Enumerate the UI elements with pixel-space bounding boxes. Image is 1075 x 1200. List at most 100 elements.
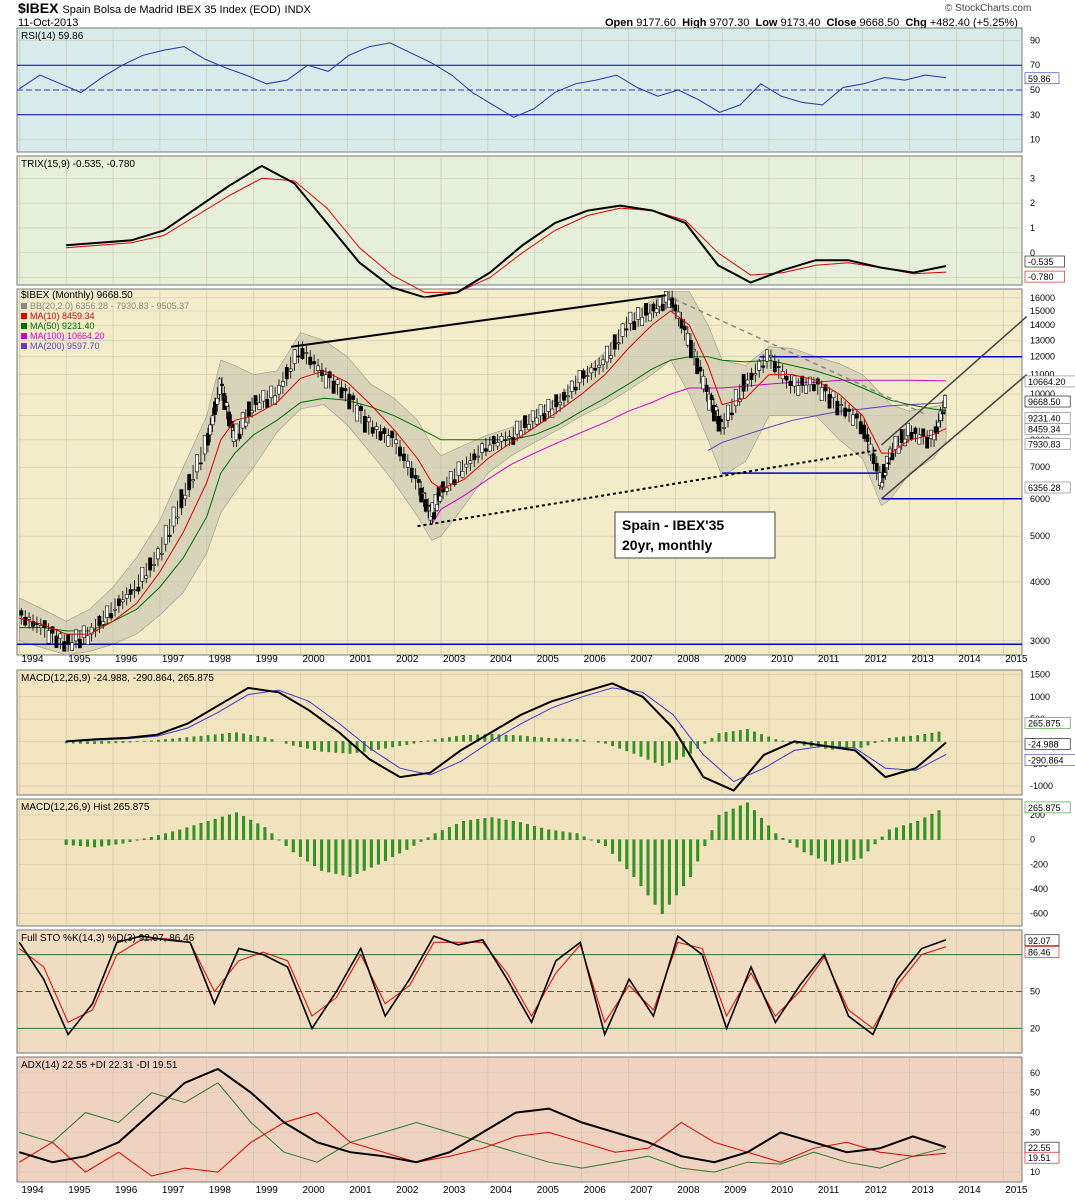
macd-histogram-bar xyxy=(114,839,118,845)
macd-histogram-bar xyxy=(866,839,870,852)
candle-body xyxy=(468,460,473,464)
candle-body xyxy=(261,390,266,402)
candle-body xyxy=(707,393,712,411)
macd-underlay-bar xyxy=(682,741,685,757)
legend-entry: MA(10) 8459.34 xyxy=(30,311,95,321)
macd-underlay-bar xyxy=(511,735,515,742)
y-tick-label: 70 xyxy=(1030,60,1040,70)
x-tick-label: 2012 xyxy=(865,1185,888,1196)
candle-body xyxy=(351,395,356,400)
legend-swatch xyxy=(21,333,27,339)
candle-body xyxy=(757,360,762,371)
macd-underlay-bar xyxy=(774,739,778,742)
candle-body xyxy=(698,366,703,372)
macd-histogram-bar xyxy=(745,802,749,840)
y-tick-label: 0 xyxy=(1030,248,1035,258)
candle-body xyxy=(831,390,836,399)
candle-body xyxy=(198,462,203,465)
candle-body xyxy=(253,395,258,405)
candle-body xyxy=(657,297,662,307)
candle-body xyxy=(880,482,885,488)
candle-body xyxy=(70,642,74,651)
macd-underlay-bar xyxy=(873,741,877,743)
y-tick-label: 30 xyxy=(1030,110,1040,120)
candle-body xyxy=(519,430,523,438)
y-tick-label: 1500 xyxy=(1030,669,1050,679)
trix-signal-line xyxy=(66,177,947,293)
candle-body xyxy=(546,399,551,412)
macd-underlay-bar xyxy=(220,733,224,742)
candle-body xyxy=(331,380,336,394)
candle-body xyxy=(909,431,914,440)
macd-underlay-bar xyxy=(582,740,586,742)
y-tick-label: -400 xyxy=(1030,884,1048,894)
y-tick-label: 4000 xyxy=(1030,577,1050,587)
candle-body xyxy=(704,384,709,392)
macd-histogram-bar xyxy=(753,810,756,840)
x-tick-label: 2015 xyxy=(1005,654,1028,665)
candle-body xyxy=(692,348,696,352)
macd-histogram-bar xyxy=(923,817,927,840)
open-label: Open xyxy=(605,17,634,29)
candle-body xyxy=(312,361,317,365)
candle-body xyxy=(890,452,895,461)
macd-underlay-bar xyxy=(391,741,394,748)
candle-body xyxy=(804,384,808,394)
y-tick-label: 10000 xyxy=(1030,389,1055,399)
panel-title: ADX(14) 22.55 +DI 22.31 -DI 19.51 xyxy=(21,1060,178,1071)
macd-histogram-bar xyxy=(355,839,359,874)
candle-body xyxy=(117,598,121,606)
macd-histogram-bar xyxy=(831,839,835,865)
candle-body xyxy=(733,388,738,407)
macd-histogram-bar xyxy=(86,839,89,847)
candle-body xyxy=(159,552,164,555)
candle-body xyxy=(843,407,848,417)
x-tick-label: 1994 xyxy=(21,1185,44,1196)
annotation-line2: 20yr, monthly xyxy=(622,537,712,553)
macd-underlay-bar xyxy=(937,731,941,742)
macd-underlay-bar xyxy=(79,741,82,744)
x-tick-label: 1999 xyxy=(256,654,279,665)
macd-histogram-bar xyxy=(880,836,884,840)
candle-body xyxy=(243,421,248,427)
trendline-channel xyxy=(880,315,1028,446)
trix-line xyxy=(66,164,947,299)
candle-body xyxy=(62,641,67,652)
macd-underlay-bar xyxy=(320,741,324,752)
y-tick-label: 13000 xyxy=(1030,335,1055,345)
macd-underlay-bar xyxy=(668,741,671,763)
price-right-label-box xyxy=(1024,438,1071,450)
macd-histogram-bar xyxy=(660,839,664,914)
x-tick-label: 2013 xyxy=(912,654,935,665)
macd-underlay-bar xyxy=(178,738,182,742)
close-value: 9668.50 xyxy=(859,17,900,29)
y-tick-label: 2 xyxy=(1030,198,1035,208)
chart-header: $IBEX Spain Bolsa de Madrid IBEX 35 Inde… xyxy=(18,0,311,16)
candle-body xyxy=(780,371,785,380)
annotation-line1: Spain - IBEX'35 xyxy=(622,517,724,533)
candle-body xyxy=(378,431,383,441)
candle-body xyxy=(120,599,125,603)
sto-d-value-label: 86.46 xyxy=(1028,948,1051,958)
x-tick-label: 2005 xyxy=(537,654,560,665)
price-right-label-box xyxy=(1024,395,1071,408)
x-tick-label: 2008 xyxy=(677,1185,700,1196)
x-tick-label: 2014 xyxy=(958,654,981,665)
x-tick-label: 2005 xyxy=(537,1185,560,1196)
panel-macd xyxy=(16,669,1023,796)
macd-histogram-bar xyxy=(916,821,920,840)
candle-body xyxy=(464,463,469,468)
candle-body xyxy=(667,299,671,308)
macd-underlay-bar xyxy=(490,734,494,742)
candle-body xyxy=(819,387,824,401)
macd-histogram-bar xyxy=(802,839,806,853)
macd-histogram-bar xyxy=(845,839,849,862)
candle-body xyxy=(929,429,933,439)
macd-underlay-bar xyxy=(660,741,664,766)
candle-body xyxy=(416,479,421,483)
candle-body xyxy=(628,311,633,324)
x-tick-label: 2004 xyxy=(490,1185,513,1196)
macd-underlay-bar xyxy=(568,738,572,742)
exchange-label: INDX xyxy=(284,4,311,16)
candle-body xyxy=(382,428,387,434)
